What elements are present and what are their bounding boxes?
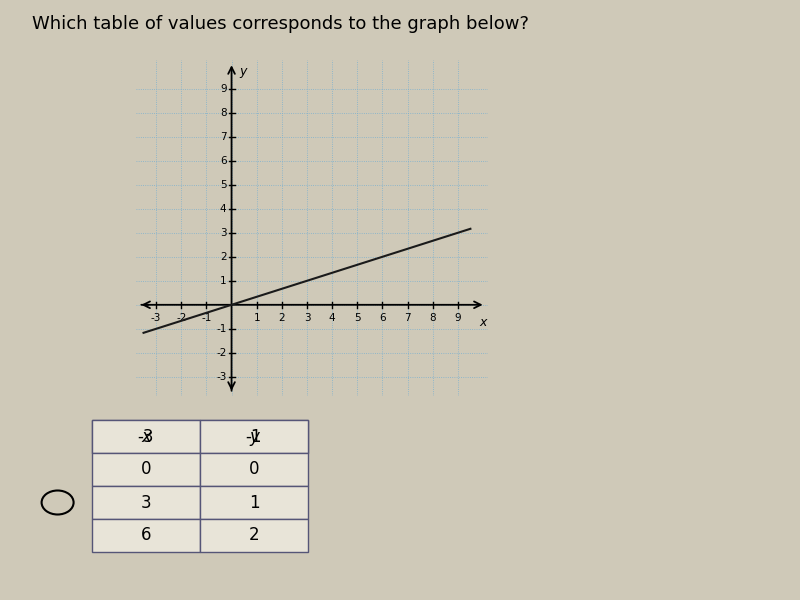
Text: x: x: [141, 427, 151, 445]
Text: 5: 5: [220, 180, 226, 190]
Text: 9: 9: [220, 84, 226, 94]
Text: -1: -1: [216, 324, 226, 334]
Text: 4: 4: [329, 313, 335, 323]
Text: 5: 5: [354, 313, 361, 323]
Text: 6: 6: [141, 527, 151, 545]
Text: -3: -3: [151, 313, 162, 323]
Text: -2: -2: [216, 348, 226, 358]
Text: 2: 2: [220, 252, 226, 262]
Text: y: y: [249, 427, 259, 445]
Text: Which table of values corresponds to the graph below?: Which table of values corresponds to the…: [32, 15, 529, 33]
Text: 1: 1: [220, 276, 226, 286]
Text: 8: 8: [220, 108, 226, 118]
Text: 2: 2: [249, 527, 259, 545]
Text: 8: 8: [430, 313, 436, 323]
Text: 1: 1: [249, 493, 259, 511]
Text: -1: -1: [202, 313, 211, 323]
Text: 0: 0: [249, 461, 259, 479]
Text: 1: 1: [254, 313, 260, 323]
Text: 6: 6: [379, 313, 386, 323]
Text: 0: 0: [141, 461, 151, 479]
Text: 7: 7: [220, 132, 226, 142]
Text: 7: 7: [404, 313, 411, 323]
Text: -1: -1: [246, 427, 262, 445]
Text: -2: -2: [176, 313, 186, 323]
Text: 3: 3: [304, 313, 310, 323]
Text: 3: 3: [141, 493, 151, 511]
Text: 3: 3: [220, 228, 226, 238]
Text: 6: 6: [220, 156, 226, 166]
Text: -3: -3: [216, 372, 226, 382]
Text: 9: 9: [454, 313, 461, 323]
Text: 4: 4: [220, 204, 226, 214]
Text: -3: -3: [138, 427, 154, 445]
Text: 2: 2: [278, 313, 285, 323]
Text: y: y: [239, 65, 246, 78]
Text: x: x: [479, 316, 486, 329]
